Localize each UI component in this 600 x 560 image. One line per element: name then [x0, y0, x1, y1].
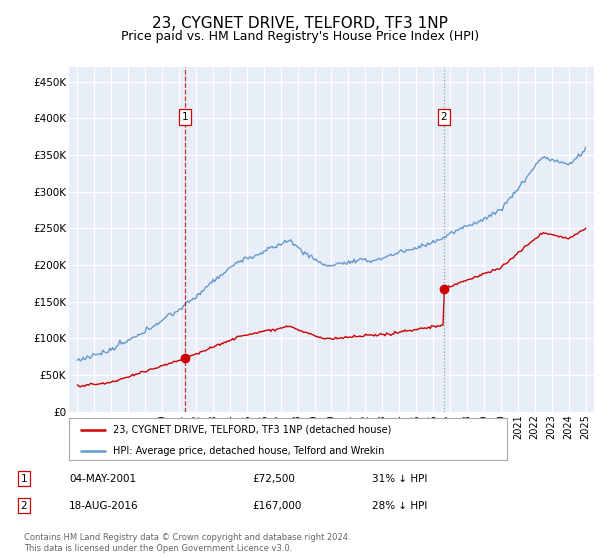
Text: Contains HM Land Registry data © Crown copyright and database right 2024.
This d: Contains HM Land Registry data © Crown c… [24, 533, 350, 553]
Text: 23, CYGNET DRIVE, TELFORD, TF3 1NP: 23, CYGNET DRIVE, TELFORD, TF3 1NP [152, 16, 448, 31]
Text: 1: 1 [20, 474, 28, 484]
Text: 1: 1 [182, 112, 188, 122]
Text: 31% ↓ HPI: 31% ↓ HPI [372, 474, 427, 484]
Text: 2: 2 [20, 501, 28, 511]
Text: 04-MAY-2001: 04-MAY-2001 [69, 474, 136, 484]
Text: 18-AUG-2016: 18-AUG-2016 [69, 501, 139, 511]
Text: £72,500: £72,500 [252, 474, 295, 484]
Text: £167,000: £167,000 [252, 501, 301, 511]
Text: 28% ↓ HPI: 28% ↓ HPI [372, 501, 427, 511]
Text: HPI: Average price, detached house, Telford and Wrekin: HPI: Average price, detached house, Telf… [113, 446, 384, 456]
Text: Price paid vs. HM Land Registry's House Price Index (HPI): Price paid vs. HM Land Registry's House … [121, 30, 479, 43]
Text: 2: 2 [440, 112, 447, 122]
Text: 23, CYGNET DRIVE, TELFORD, TF3 1NP (detached house): 23, CYGNET DRIVE, TELFORD, TF3 1NP (deta… [113, 424, 391, 435]
